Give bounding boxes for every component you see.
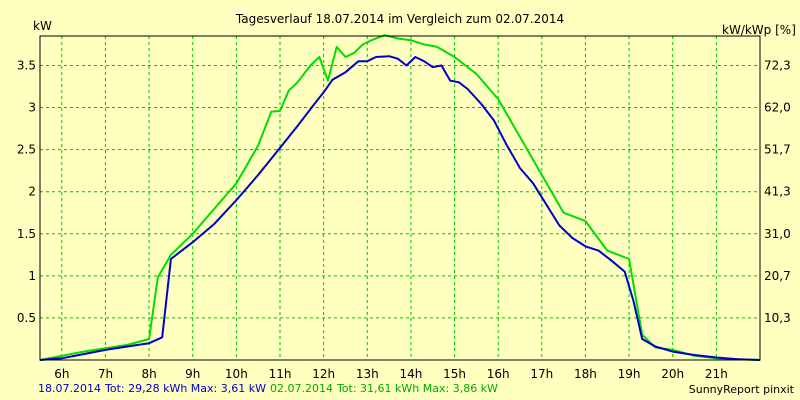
plot-frame	[39, 35, 761, 361]
x-tick-label: 20h	[661, 367, 684, 381]
x-tick-label: 10h	[225, 367, 248, 381]
y2-tick-label: 72,3	[764, 58, 791, 72]
chart-footer: 18.07.2014 Tot: 29,28 kWh Max: 3,61 kW 02.…	[38, 382, 502, 395]
y-axis-label-right: kW/kWp [%]	[722, 23, 796, 37]
y2-tick-label: 20,7	[764, 269, 791, 283]
y-tick-label: 0.5	[17, 311, 36, 325]
grid	[40, 36, 760, 360]
series-line-1	[39, 55, 761, 361]
footer-series1-stats: Tot: 29,28 kWh Max: 3,61 kW	[104, 382, 266, 395]
x-tick-label: 14h	[399, 367, 422, 381]
x-tick-label: 19h	[618, 367, 641, 381]
y-tick-label: 2.5	[17, 143, 36, 157]
x-tick-label: 12h	[312, 367, 335, 381]
y-tick-label: 3	[28, 101, 36, 115]
credit-text: SunnyReport pinxit	[688, 383, 794, 396]
y2-tick-label: 31,0	[764, 227, 791, 241]
x-tick-label: 15h	[443, 367, 466, 381]
y-tick-label: 2	[28, 185, 36, 199]
y2-tick-label: 62,0	[764, 101, 791, 115]
y-tick-label: 1.5	[17, 227, 36, 241]
axis-ticks: 6h 7h 8h 9h 10h 11h 12h 13h 14h 15h 16h 17h 18h 19h 20…	[17, 58, 791, 381]
y2-tick-label: 51,7	[764, 143, 791, 157]
x-tick-label: 21h	[705, 367, 728, 381]
x-tick-label: 18h	[574, 367, 597, 381]
x-tick-label: 9h	[185, 367, 200, 381]
y-tick-label: 1	[28, 269, 36, 283]
y-axis-label-left: kW	[33, 19, 52, 33]
y2-tick-label: 41,3	[764, 185, 791, 199]
chart-title: Tagesverlauf 18.07.2014 im Vergleich zum…	[235, 12, 564, 26]
footer-series2-stats: Tot: 31,61 kWh Max: 3,86 kW	[336, 382, 498, 395]
footer-series1-name: 18.07.2014	[38, 382, 101, 395]
y-tick-label: 3.5	[17, 58, 36, 72]
x-tick-label: 7h	[98, 367, 113, 381]
x-tick-label: 13h	[356, 367, 379, 381]
x-tick-label: 6h	[54, 367, 69, 381]
series-lines	[39, 34, 761, 361]
x-tick-label: 17h	[530, 367, 553, 381]
x-tick-label: 11h	[269, 367, 292, 381]
x-tick-label: 8h	[141, 367, 156, 381]
footer-series2-name: 02.07.2014	[269, 382, 333, 395]
x-tick-label: 16h	[487, 367, 510, 381]
series-line-2	[39, 34, 761, 361]
y2-tick-label: 10,3	[764, 311, 791, 325]
